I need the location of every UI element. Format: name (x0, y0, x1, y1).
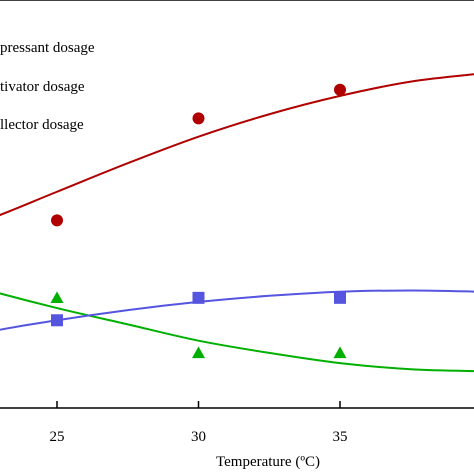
legend-label-series-2: tivator dosage (0, 79, 85, 95)
data-point-series-2-1 (50, 291, 64, 304)
data-point-series-3-1 (51, 314, 63, 327)
data-point-series-1-2 (192, 112, 205, 125)
data-point-series-1-1 (51, 214, 63, 227)
data-point-series-3-2 (192, 291, 205, 304)
data-point-series-2-3 (333, 346, 347, 359)
data-point-series-3-3 (334, 291, 346, 304)
x-axis-title: Temperature (ºC) (216, 454, 320, 470)
data-point-series-1-3 (334, 83, 346, 96)
data-point-series-2-2 (192, 346, 205, 359)
fit-line-series-2 (0, 292, 474, 373)
plot-frame (0, 0, 474, 409)
legend-label-series-1: pressant dosage (0, 40, 95, 56)
x-tick-label-35: 35 (333, 429, 348, 445)
legend-label-series-3: llector dosage (0, 117, 84, 133)
x-tick-label-25: 25 (50, 429, 65, 445)
x-tick-label-30: 30 (191, 429, 206, 445)
fit-line-series-3 (0, 289, 474, 331)
fit-line-series-1 (0, 73, 474, 217)
